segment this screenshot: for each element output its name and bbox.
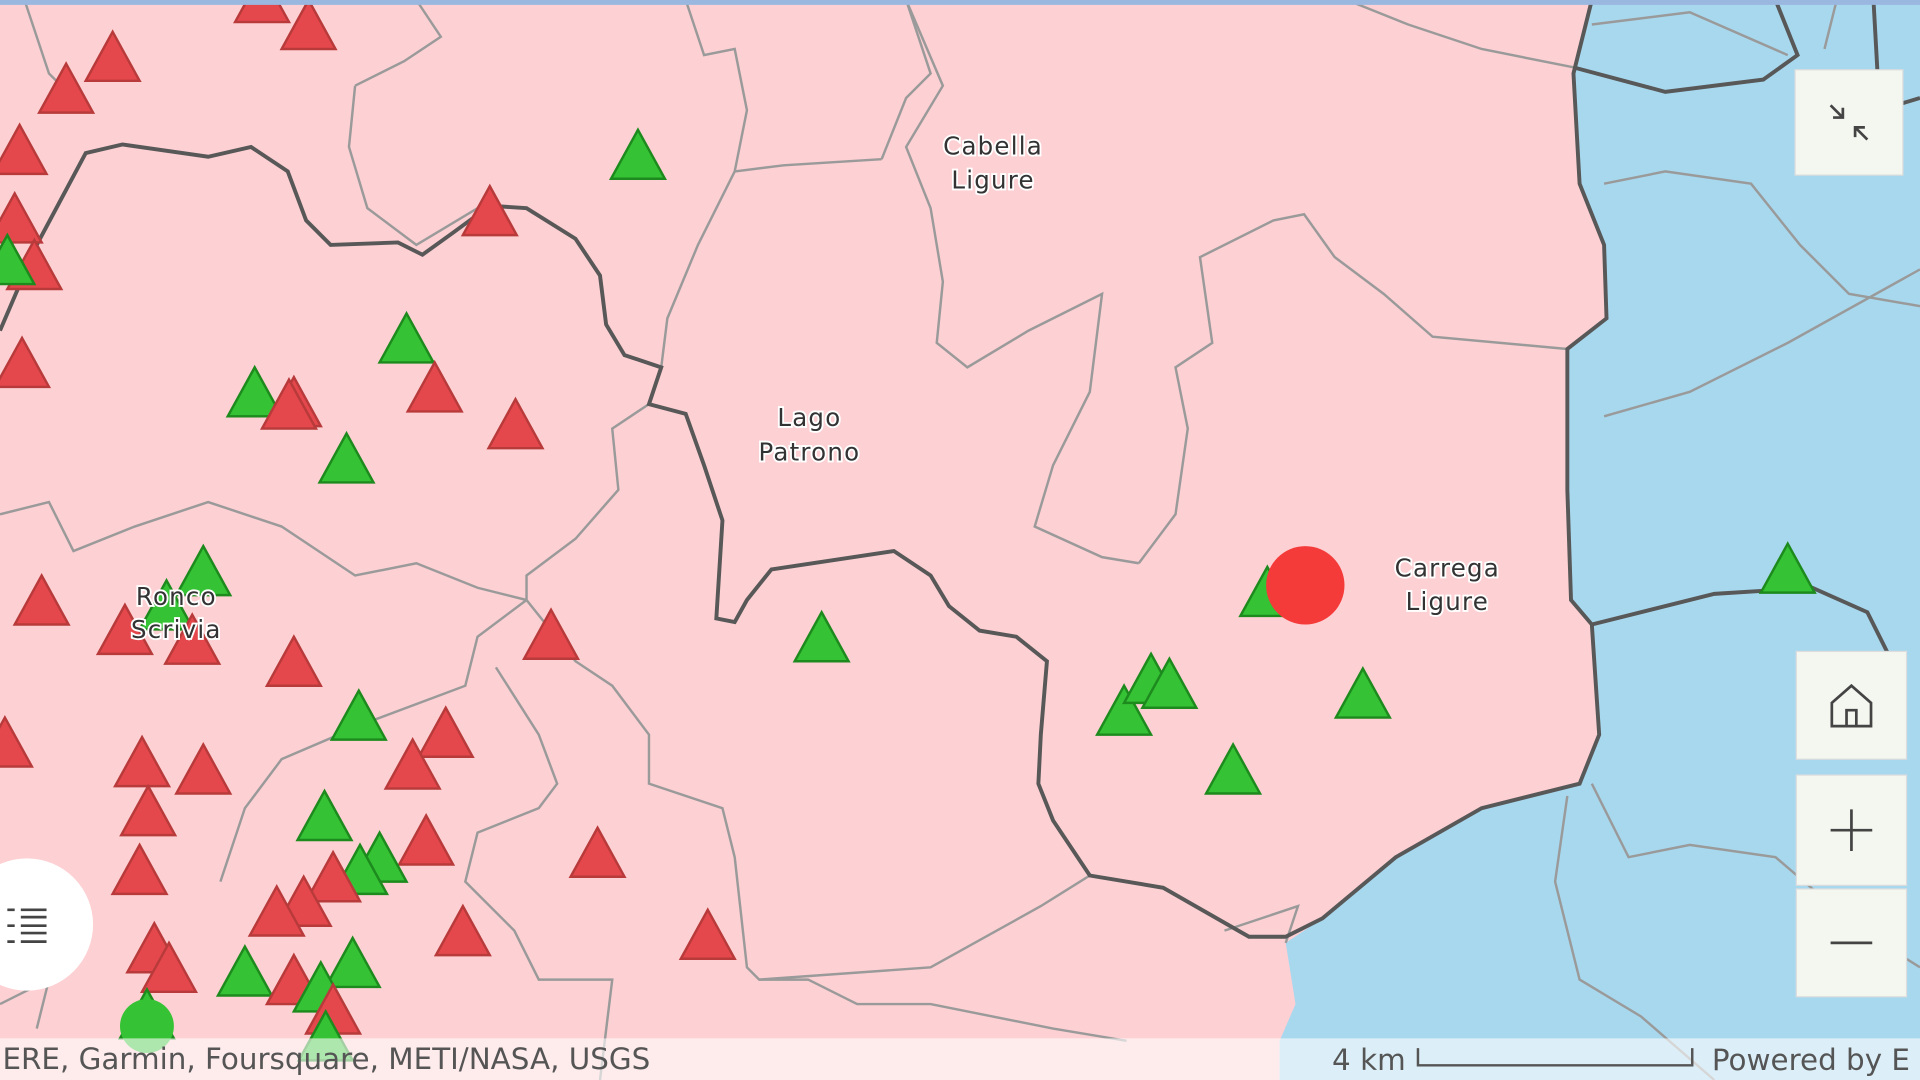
red-marker[interactable] (139, 940, 198, 994)
red-marker[interactable] (264, 634, 323, 687)
red-marker[interactable] (174, 741, 233, 795)
red-marker[interactable] (416, 705, 475, 758)
green-marker[interactable] (608, 127, 667, 180)
red-marker[interactable] (522, 607, 581, 660)
powered-by[interactable]: Powered by E (1712, 1043, 1910, 1077)
green-marker[interactable] (1204, 741, 1263, 795)
red-marker[interactable] (233, 0, 292, 24)
red-marker[interactable] (304, 849, 363, 903)
red-marker[interactable] (110, 842, 169, 896)
green-marker[interactable] (1333, 666, 1392, 719)
scale-bar (1416, 1048, 1694, 1067)
green-marker[interactable] (1095, 683, 1154, 736)
collapse-button[interactable] (1794, 69, 1904, 176)
attribution-bar (0, 1038, 1920, 1080)
green-marker[interactable] (215, 943, 274, 997)
place-label: Ligure (951, 166, 1034, 195)
place-label: Ronco (136, 582, 217, 611)
red-marker[interactable] (383, 737, 442, 790)
red-marker[interactable] (95, 602, 154, 656)
red-marker[interactable] (37, 61, 96, 114)
red-marker[interactable] (113, 734, 172, 788)
red-marker[interactable] (279, 0, 338, 51)
top-edge (0, 0, 1920, 5)
red-marker[interactable] (397, 812, 456, 866)
red-marker[interactable] (259, 377, 318, 430)
red-marker[interactable] (12, 572, 71, 626)
green-marker[interactable] (329, 688, 388, 741)
place-labels: Cabella Ligure Lago Patrono Carrega Ligu… (129, 129, 1501, 645)
green-marker[interactable] (137, 577, 196, 631)
red-marker[interactable] (247, 883, 306, 937)
green-marker[interactable] (317, 430, 376, 484)
green-marker[interactable] (1758, 541, 1817, 594)
red-marker[interactable] (0, 715, 34, 768)
red-marker[interactable] (83, 29, 142, 83)
scale-label: 4 km (1332, 1043, 1406, 1077)
green-marker[interactable] (0, 232, 37, 286)
selected-location[interactable] (1266, 546, 1345, 625)
green-marker[interactable] (1140, 656, 1199, 709)
home-button[interactable] (1795, 650, 1908, 760)
place-label: Ligure (1406, 587, 1489, 616)
red-marker[interactable] (433, 903, 492, 957)
green-marker[interactable] (295, 788, 354, 842)
red-marker[interactable] (0, 335, 52, 389)
place-label: Carrega (1395, 554, 1500, 583)
legend-button[interactable] (0, 858, 94, 991)
green-marker[interactable] (225, 364, 284, 418)
green-marker[interactable] (174, 543, 233, 597)
attribution: ERE, Garmin, Foursquare, METI/NASA, USGS (2, 1042, 650, 1076)
red-marker[interactable] (119, 783, 178, 837)
place-label: Lago (777, 403, 841, 432)
red-marker[interactable] (163, 612, 222, 665)
place-label: Scrivia (131, 615, 222, 644)
place-label: Cabella (943, 131, 1043, 160)
red-marker[interactable] (460, 183, 519, 237)
red-marker[interactable] (405, 359, 464, 413)
red-marker[interactable] (568, 825, 627, 878)
green-marker[interactable] (323, 935, 382, 989)
zoom-out-button[interactable] (1795, 888, 1908, 998)
zoom-in-button[interactable] (1795, 774, 1908, 886)
green-marker[interactable] (377, 310, 436, 364)
red-marker[interactable] (0, 122, 49, 176)
region-blue (1279, 0, 1920, 1080)
red-marker[interactable] (0, 190, 44, 244)
red-marker[interactable] (486, 396, 545, 450)
markers (0, 0, 1817, 1062)
place-label: Patrono (758, 437, 860, 466)
red-marker[interactable] (678, 907, 737, 960)
green-marker[interactable] (792, 609, 851, 663)
